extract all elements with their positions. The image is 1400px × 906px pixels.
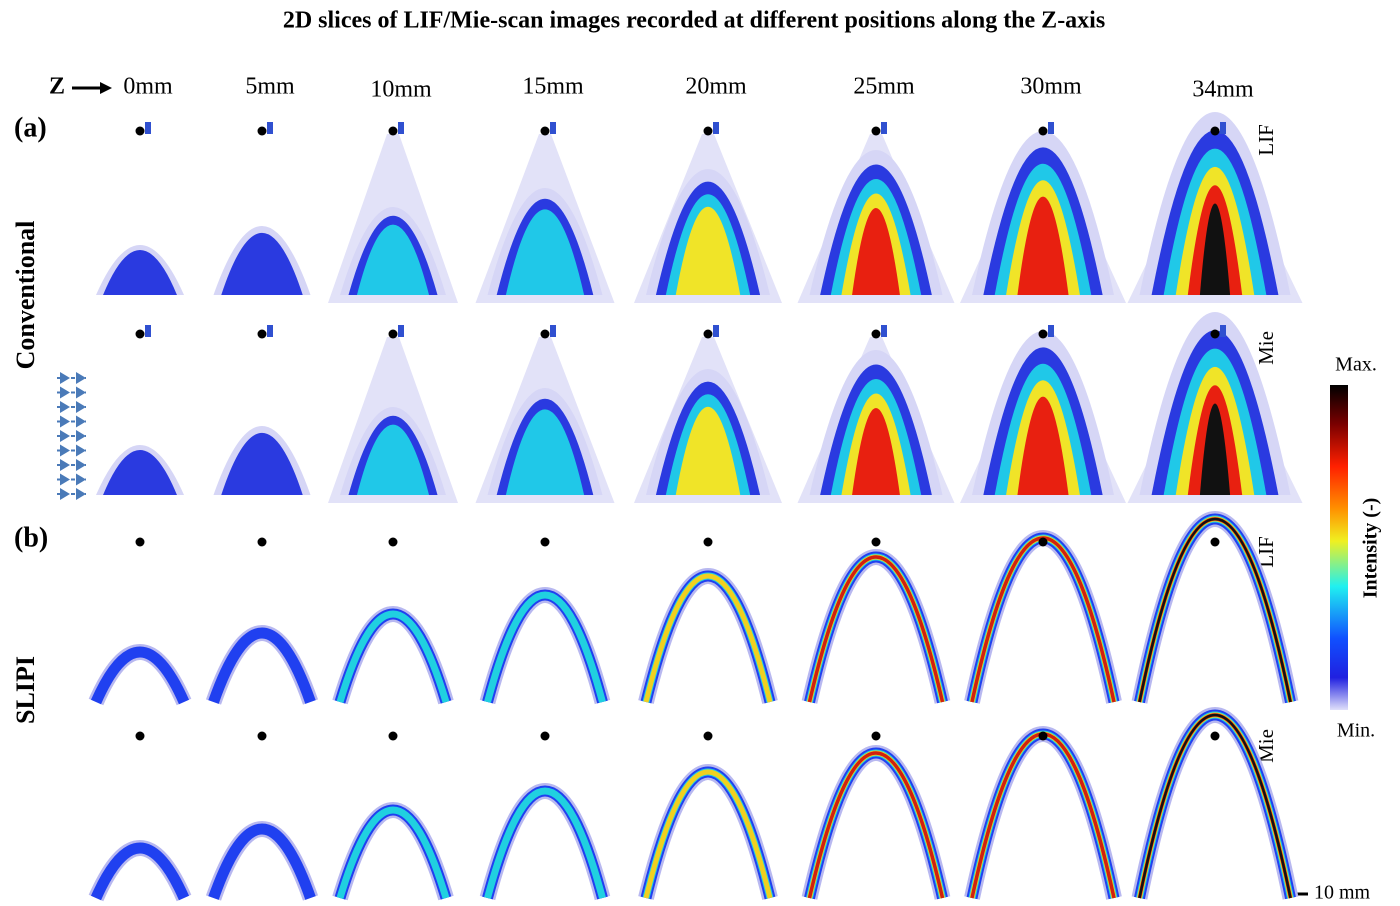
light-sheet-arrows: [57, 372, 86, 500]
spray-row: [96, 519, 1291, 702]
injector-dot: [389, 127, 398, 136]
scale-bar-label: 10 mm: [1314, 882, 1371, 904]
injector-dot: [704, 538, 713, 547]
injector-dot: [1211, 538, 1220, 547]
injector-dot: [1039, 330, 1048, 339]
injector-dot: [389, 330, 398, 339]
spray-sheet: [488, 791, 603, 898]
axis-label: Z: [49, 74, 65, 100]
nozzle: [267, 122, 273, 134]
spray-sheet: [646, 576, 770, 702]
nozzle: [267, 325, 273, 337]
axis-arrow-head: [100, 82, 112, 94]
injector-dot: [136, 732, 145, 741]
colorbar-label: Intensity (-): [1360, 498, 1382, 599]
method-label: Conventional: [11, 221, 40, 370]
injector-dot: [258, 732, 267, 741]
injector-dot: [541, 538, 550, 547]
nozzle: [1220, 325, 1226, 337]
nozzle: [145, 122, 151, 134]
position-label: 0mm: [123, 74, 173, 100]
nozzle: [550, 122, 556, 134]
position-label: 15mm: [522, 74, 584, 100]
injector-dot: [1211, 127, 1220, 136]
injector-dot: [872, 330, 881, 339]
nozzle: [550, 325, 556, 337]
injector-dot: [1039, 538, 1048, 547]
spray-sheet: [810, 753, 943, 898]
spray-sheet: [488, 595, 603, 702]
spray-sheet: [972, 734, 1114, 898]
injector-dot: [1211, 330, 1220, 339]
spray-sheet: [810, 557, 943, 702]
spray-sheet: [972, 538, 1114, 702]
injector-dot: [872, 732, 881, 741]
colorbar-min: Min.: [1337, 720, 1375, 742]
injector-dot: [704, 127, 713, 136]
position-label: 5mm: [245, 74, 295, 100]
panel-label: (a): [14, 112, 47, 143]
spray-sheet: [214, 829, 311, 898]
spray-row: [96, 715, 1291, 898]
method-label: SLIPI: [11, 656, 40, 724]
spray-sheet: [214, 633, 311, 702]
injector-dot: [1039, 127, 1048, 136]
injector-dot: [704, 330, 713, 339]
spray-sheet: [340, 810, 446, 898]
row-label: Mie: [1254, 331, 1278, 365]
injector-dot: [541, 127, 550, 136]
injector-dot: [389, 732, 398, 741]
injector-dot: [704, 732, 713, 741]
injector-dot: [389, 538, 398, 547]
colorbar: [1330, 385, 1348, 710]
nozzle: [145, 325, 151, 337]
nozzle: [713, 325, 719, 337]
row-label: LIF: [1254, 124, 1278, 156]
nozzle: [1048, 122, 1054, 134]
colorbar-max: Max.: [1335, 354, 1377, 376]
position-label: 10mm: [370, 77, 432, 103]
panel-label: (b): [14, 522, 48, 553]
injector-dot: [872, 127, 881, 136]
position-label: 20mm: [685, 74, 747, 100]
injector-dot: [1039, 732, 1048, 741]
injector-dot: [541, 732, 550, 741]
injector-dot: [136, 330, 145, 339]
nozzle: [1220, 122, 1226, 134]
position-label: 30mm: [1020, 74, 1082, 100]
spray-row: [84, 112, 1303, 303]
nozzle: [398, 122, 404, 134]
nozzle: [881, 122, 887, 134]
injector-dot: [258, 330, 267, 339]
nozzle: [398, 325, 404, 337]
injector-dot: [872, 538, 881, 547]
injector-dot: [1211, 732, 1220, 741]
position-label: 25mm: [853, 74, 915, 100]
spray-sheet: [646, 772, 770, 898]
title: 2D slices of LIF/Mie-scan images recorde…: [283, 8, 1105, 34]
injector-dot: [258, 538, 267, 547]
nozzle: [713, 122, 719, 134]
spray-sheet: [340, 614, 446, 702]
injector-dot: [258, 127, 267, 136]
spray-row: [84, 312, 1303, 503]
injector-dot: [136, 127, 145, 136]
injector-dot: [136, 538, 145, 547]
position-label: 34mm: [1192, 77, 1254, 103]
figure: 2D slices of LIF/Mie-scan images recorde…: [0, 0, 1400, 906]
nozzle: [881, 325, 887, 337]
injector-dot: [541, 330, 550, 339]
nozzle: [1048, 325, 1054, 337]
